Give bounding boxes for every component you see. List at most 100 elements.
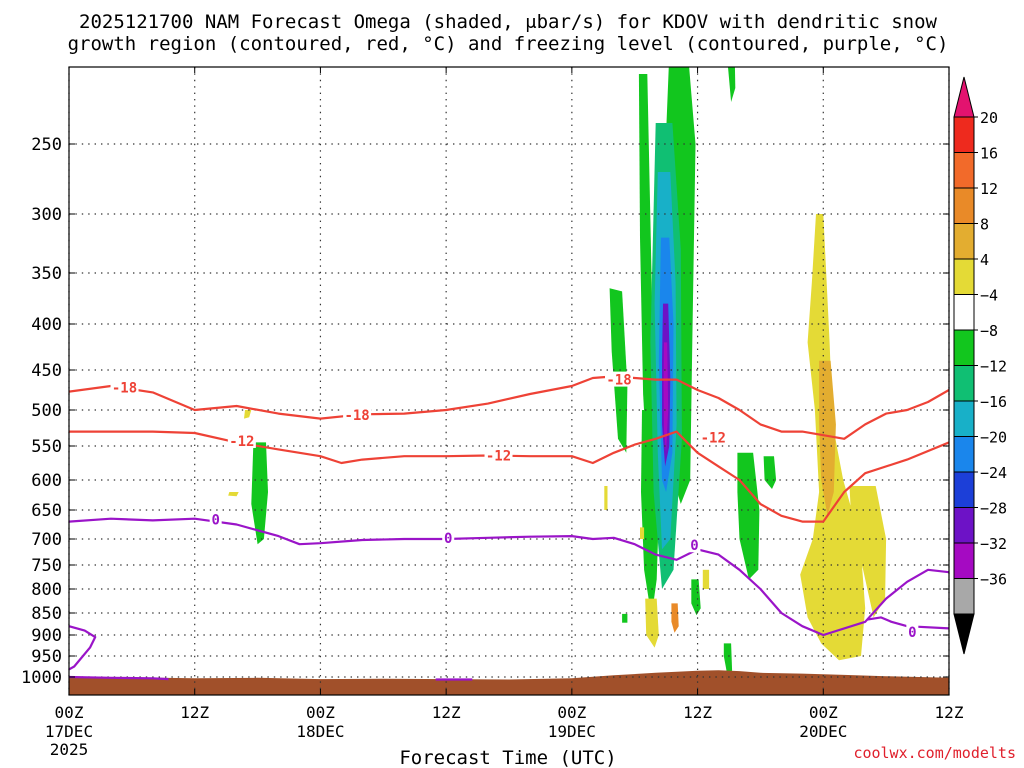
- y-tick-label: 800: [31, 580, 62, 600]
- y-tick-label: 350: [31, 264, 62, 284]
- colorbar-label: 4: [980, 251, 989, 269]
- y-tick-label: 700: [31, 530, 62, 550]
- x-tick-date: 17DEC: [45, 722, 93, 741]
- y-tick-label: 300: [31, 205, 62, 225]
- colorbar-segment: [953, 578, 975, 615]
- colorbar-label: −12: [980, 358, 1007, 376]
- contour-label-minus18-b-bg: [343, 407, 372, 423]
- contour-label-minus12-c: -12: [701, 430, 726, 446]
- x-tick-date: 20DEC: [799, 722, 847, 741]
- freezing-level-contour-left: [69, 625, 97, 671]
- omega-green-tower-left: [638, 74, 654, 504]
- y-tick-label: 600: [31, 471, 62, 491]
- colorbar-under-triangle: [953, 613, 975, 655]
- colorbar-label: −24: [980, 464, 1007, 482]
- colorbar-segment: [953, 116, 975, 153]
- omega-yellow-dot-3: [640, 527, 645, 539]
- plot-background: [69, 67, 949, 695]
- y-tick-label: 1000: [21, 668, 62, 688]
- contour-label-minus18-b: -18: [344, 408, 369, 424]
- omega-yellow-blob-1: [244, 410, 252, 419]
- colorbar-segment: [953, 365, 975, 402]
- omega-green-small-top: [728, 67, 736, 102]
- colorbar-label: −20: [980, 429, 1007, 447]
- colorbar-label: −32: [980, 535, 1007, 553]
- colorbar-label: 8: [980, 216, 989, 234]
- contour-label-zero-c-bg: [688, 537, 701, 553]
- contour-label-minus12-b: -12: [486, 449, 511, 465]
- colorbar-segment: [953, 329, 975, 366]
- colorbar-label: −28: [980, 500, 1007, 518]
- x-tick-label: 12Z: [683, 703, 712, 722]
- omega-green-dot-1: [622, 613, 628, 623]
- y-tick-label: 400: [31, 315, 62, 335]
- omega-green-right-4: [691, 579, 701, 616]
- x-tick-year: 2025: [50, 740, 89, 759]
- colorbar-segment: [953, 471, 975, 508]
- colorbar-segment: [953, 258, 975, 295]
- colorbar-label: −4: [980, 287, 998, 305]
- contour-label-minus12-b-bg: [484, 447, 513, 463]
- title-line-2: growth region (contoured, red, °C) and f…: [68, 33, 949, 55]
- contour-label-zero-d-bg: [906, 623, 919, 639]
- colorbar-segment: [953, 507, 975, 544]
- x-tick-label: 12Z: [180, 703, 209, 722]
- x-tick-label: 12Z: [935, 703, 964, 722]
- colorbar-label: 16: [980, 145, 998, 163]
- axes: 2503003504004505005506006507007508008509…: [21, 66, 964, 759]
- title-line-1: 2025121700 NAM Forecast Omega (shaded, μ…: [79, 11, 937, 33]
- x-axis-label: Forecast Time (UTC): [399, 747, 616, 768]
- colorbar-label: −8: [980, 322, 998, 340]
- colorbar-label: 20: [980, 109, 998, 127]
- colorbar-label: −36: [980, 571, 1007, 589]
- y-tick-label: 950: [31, 647, 62, 667]
- y-tick-label: 450: [31, 361, 62, 381]
- colorbar-segment: [953, 187, 975, 224]
- y-tick-label: 250: [31, 135, 62, 155]
- omega-yellow-dot-2: [604, 486, 608, 510]
- contour-label-minus18-c-bg: [605, 371, 633, 387]
- colorbar-segment: [953, 542, 975, 579]
- omega-green-cell-early: [251, 442, 268, 545]
- contour-label-zero-a: 0: [211, 512, 219, 528]
- x-tick-label: 00Z: [306, 703, 335, 722]
- omega-yellow-blob-2: [228, 492, 239, 497]
- contour-label-minus18-a-bg: [110, 379, 139, 395]
- x-tick-label: 12Z: [432, 703, 461, 722]
- omega-yellow-left-1: [645, 598, 659, 648]
- y-tick-label: 500: [31, 401, 62, 421]
- y-tick-label: 650: [31, 501, 62, 521]
- freezing-level-contour-right: [867, 616, 949, 630]
- freezing-level-contour: [69, 517, 949, 637]
- omega-orange-spot: [671, 603, 679, 633]
- colorbar-segment: [953, 152, 975, 189]
- x-tick-label: 00Z: [55, 703, 84, 722]
- contour-label-zero-c: 0: [690, 538, 698, 554]
- contour-label-zero-b-bg: [442, 529, 455, 545]
- colorbar: 20 16 12 8 4 −4 −8 −12 −16 −20 −24 −28 −32 −36: [953, 76, 1007, 655]
- contour-label-zero-b: 0: [444, 531, 452, 547]
- y-tick-label: 900: [31, 626, 62, 646]
- plot-frame: [68, 66, 950, 696]
- y-tick-label: 550: [31, 437, 62, 457]
- colorbar-label: 12: [980, 180, 998, 198]
- dgz-contour-minus12: [69, 430, 949, 523]
- credit-label: coolwx.com/modelts: [853, 744, 1016, 762]
- colorbar-segment: [953, 294, 975, 331]
- x-tick-label: 00Z: [809, 703, 838, 722]
- contour-label-minus12-c-bg: [699, 429, 728, 445]
- contours: -18 -18 -18 -12 -12 -12 0 0 0 0: [69, 371, 949, 681]
- omega-yellow-right-2: [849, 486, 887, 618]
- x-tick-date: 18DEC: [296, 722, 344, 741]
- y-tick-label: 850: [31, 604, 62, 624]
- omega-green-right-2: [763, 456, 777, 489]
- contour-label-minus18-a: -18: [112, 381, 137, 397]
- colorbar-label: −16: [980, 393, 1007, 411]
- omega-yellow-dot-1: [702, 569, 710, 589]
- chart-title: 2025121700 NAM Forecast Omega (shaded, μ…: [68, 11, 949, 55]
- omega-green-right-3: [723, 643, 733, 673]
- colorbar-over-triangle: [953, 76, 975, 118]
- contour-label-minus12-a: -12: [229, 434, 254, 450]
- omega-green-band-a: [609, 288, 628, 453]
- plot-area: [69, 67, 949, 695]
